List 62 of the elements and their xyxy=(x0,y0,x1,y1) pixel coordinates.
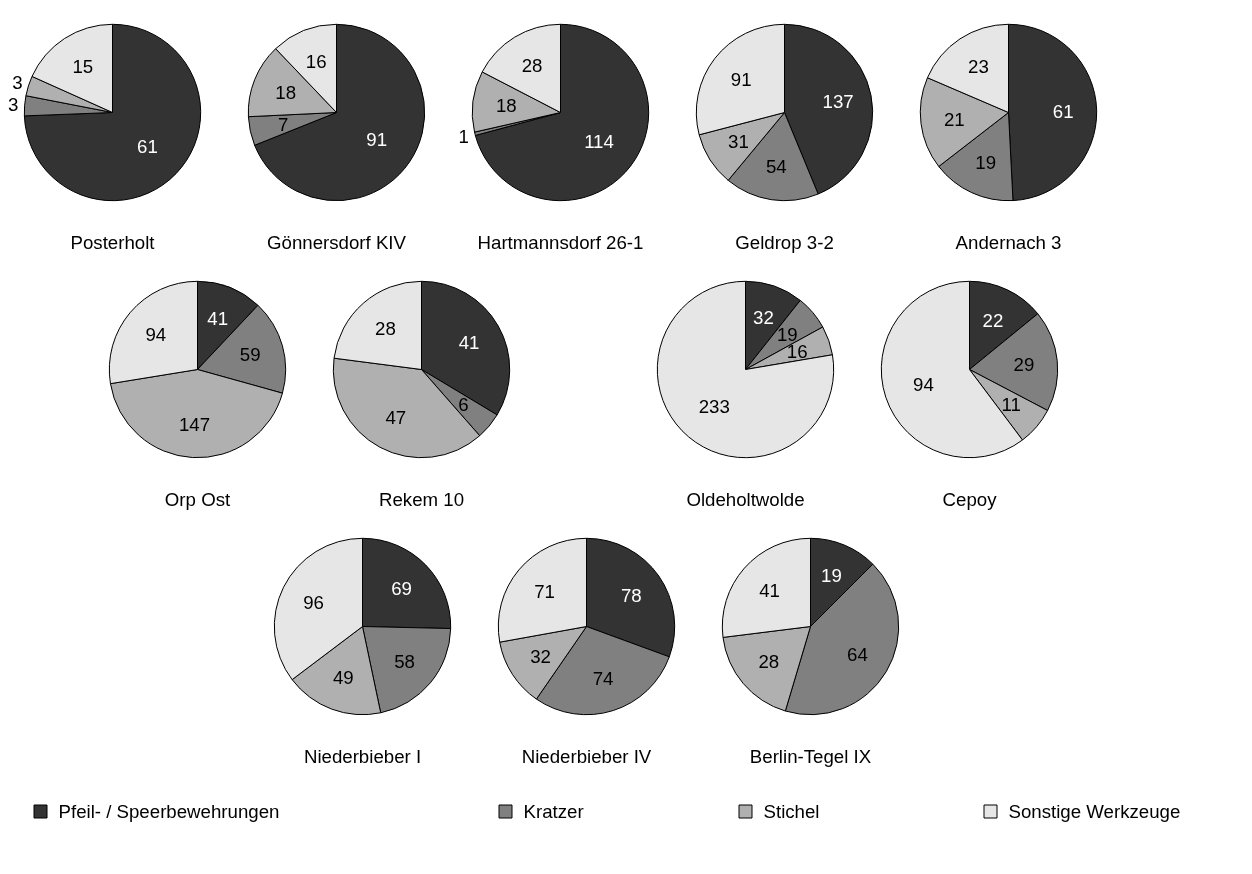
data-label: 59 xyxy=(239,344,261,366)
data-label: 28 xyxy=(521,55,543,77)
text: Berlin-Tegel IX xyxy=(749,745,872,767)
data-label: 114 xyxy=(584,131,614,153)
data-label: 64 xyxy=(847,643,868,665)
text: Geldrop 3-2 xyxy=(735,231,834,253)
data-label: 71 xyxy=(534,580,555,602)
legend-label: Stichel xyxy=(763,801,820,822)
data-label: 74 xyxy=(592,668,614,690)
data-label: 22 xyxy=(982,309,1004,331)
data-label: 32 xyxy=(753,307,774,329)
data-label: 31 xyxy=(728,131,749,153)
data-label: 61 xyxy=(1052,100,1074,122)
data-label: 41 xyxy=(458,332,480,354)
data-label: 147 xyxy=(178,413,211,435)
text: Cepoy xyxy=(942,488,998,510)
data-label: 78 xyxy=(620,584,642,606)
data-label: 49 xyxy=(332,667,354,689)
legend-label: Kratzer xyxy=(523,801,584,822)
data-label: 7 xyxy=(277,113,289,135)
legend-label: Sonstige Werkzeuge xyxy=(1008,801,1181,822)
data-label: 19 xyxy=(821,565,842,587)
data-label: 15 xyxy=(72,56,94,78)
data-label: 58 xyxy=(394,650,415,672)
data-label: 3 xyxy=(12,71,23,93)
text: Niederbieber IV xyxy=(521,745,652,767)
data-label: 233 xyxy=(698,396,730,418)
text: Posterholt xyxy=(70,231,156,253)
data-label: 3 xyxy=(7,94,19,116)
text: Gönnersdorf KIV xyxy=(267,231,407,253)
data-label: 18 xyxy=(275,81,297,103)
data-label: 41 xyxy=(759,579,780,601)
text: Rekem 10 xyxy=(378,488,465,510)
data-label: 47 xyxy=(385,407,407,429)
data-label: 16 xyxy=(305,51,327,73)
data-label: 23 xyxy=(968,56,989,78)
data-label: 91 xyxy=(366,129,388,151)
data-label: 94 xyxy=(913,374,934,396)
data-label: 61 xyxy=(137,135,158,157)
text: Orp Ost xyxy=(164,488,231,510)
data-label: 28 xyxy=(375,317,396,339)
data-label: 96 xyxy=(303,591,324,613)
data-label: 41 xyxy=(207,308,229,330)
data-label: 94 xyxy=(145,323,167,345)
data-label: 69 xyxy=(391,577,412,599)
text: Oldeholtwolde xyxy=(686,488,805,510)
data-label: 91 xyxy=(730,68,752,90)
data-label: 6 xyxy=(458,394,469,416)
data-label: 32 xyxy=(530,645,551,667)
text: Hartmannsdorf 26-1 xyxy=(477,231,644,253)
legend-label: Pfeil- / Speerbewehrungen xyxy=(58,801,280,822)
data-label: 18 xyxy=(495,95,517,117)
data-label: 21 xyxy=(943,108,965,130)
text: Andernach 3 xyxy=(955,231,1062,253)
data-label: 28 xyxy=(758,651,780,673)
data-label: 1 xyxy=(458,126,469,148)
data-label: 29 xyxy=(1013,353,1035,375)
data-label: 19 xyxy=(975,151,997,173)
data-label: 11 xyxy=(1001,394,1021,416)
data-label: 137 xyxy=(822,91,854,113)
text: Niederbieber I xyxy=(303,745,422,767)
data-label: 54 xyxy=(765,156,787,178)
